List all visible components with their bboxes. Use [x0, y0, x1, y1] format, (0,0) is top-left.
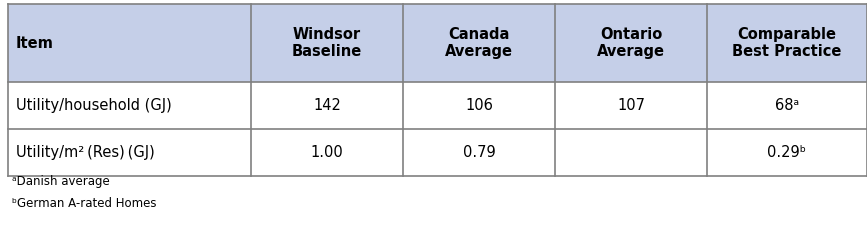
FancyBboxPatch shape: [8, 129, 867, 176]
Text: 0.79: 0.79: [463, 145, 495, 160]
Text: Canada
Average: Canada Average: [445, 27, 513, 59]
Text: ᵃDanish average: ᵃDanish average: [12, 175, 110, 188]
Text: Utility/household (GJ): Utility/household (GJ): [16, 98, 172, 113]
Text: 1.00: 1.00: [310, 145, 343, 160]
FancyBboxPatch shape: [8, 4, 867, 82]
Text: Item: Item: [16, 36, 54, 50]
FancyBboxPatch shape: [8, 82, 867, 129]
Text: Ontario
Average: Ontario Average: [597, 27, 665, 59]
Text: Windsor
Baseline: Windsor Baseline: [292, 27, 362, 59]
Text: 106: 106: [465, 98, 493, 113]
Text: Utility/m² (Res) (GJ): Utility/m² (Res) (GJ): [16, 145, 154, 160]
Text: ᵇGerman A-rated Homes: ᵇGerman A-rated Homes: [12, 197, 157, 210]
Text: Comparable
Best Practice: Comparable Best Practice: [733, 27, 842, 59]
Text: 0.29ᵇ: 0.29ᵇ: [767, 145, 806, 160]
Text: 107: 107: [617, 98, 645, 113]
Text: 142: 142: [313, 98, 341, 113]
Text: 68ᵃ: 68ᵃ: [775, 98, 799, 113]
